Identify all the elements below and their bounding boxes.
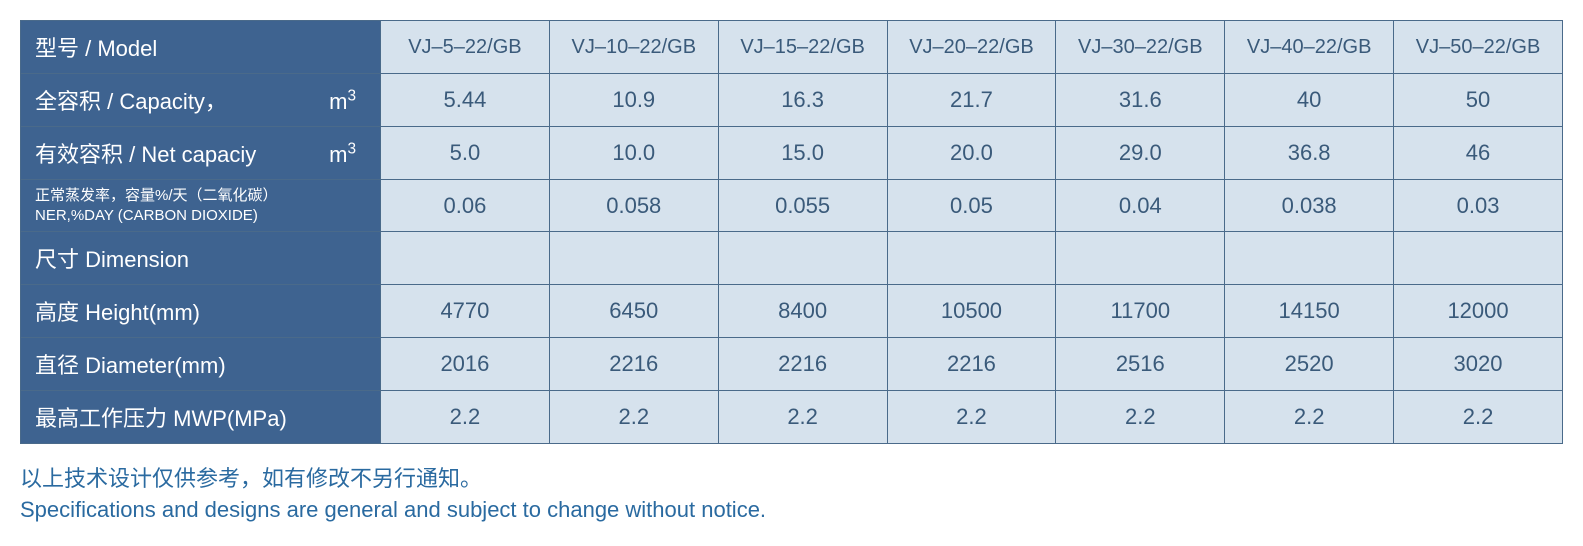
data-cell: 6450 bbox=[549, 285, 718, 338]
data-cell: 2.2 bbox=[381, 391, 550, 444]
data-cell: 11700 bbox=[1056, 285, 1225, 338]
table-row: 正常蒸发率，容量%/天（二氧化碳） NER,%DAY (CARBON DIOXI… bbox=[21, 180, 1563, 232]
data-cell bbox=[718, 232, 887, 285]
data-cell: 8400 bbox=[718, 285, 887, 338]
table-row-header: 型号 / Model VJ–5–22/GB VJ–10–22/GB VJ–15–… bbox=[21, 21, 1563, 74]
data-cell: 14150 bbox=[1225, 285, 1394, 338]
table-row: 直径 Diameter(mm) 2016 2216 2216 2216 2516… bbox=[21, 338, 1563, 391]
data-cell: 50 bbox=[1394, 74, 1563, 127]
data-cell: 36.8 bbox=[1225, 127, 1394, 180]
table-row: 尺寸 Dimension bbox=[21, 232, 1563, 285]
table-row: 最高工作压力 MWP(MPa) 2.2 2.2 2.2 2.2 2.2 2.2 … bbox=[21, 391, 1563, 444]
data-cell: 0.058 bbox=[549, 180, 718, 232]
data-cell: 29.0 bbox=[1056, 127, 1225, 180]
label-text: 有效容积 / Net capaciy bbox=[35, 137, 256, 169]
data-cell bbox=[381, 232, 550, 285]
table-row: 有效容积 / Net capaciy m3 5.0 10.0 15.0 20.0… bbox=[21, 127, 1563, 180]
data-cell: 40 bbox=[1225, 74, 1394, 127]
data-cell: 5.44 bbox=[381, 74, 550, 127]
data-cell: 31.6 bbox=[1056, 74, 1225, 127]
data-cell: 12000 bbox=[1394, 285, 1563, 338]
footnote-line2: Specifications and designs are general a… bbox=[20, 495, 1563, 526]
col-header: VJ–30–22/GB bbox=[1056, 21, 1225, 74]
data-cell: 3020 bbox=[1394, 338, 1563, 391]
data-cell: 46 bbox=[1394, 127, 1563, 180]
col-header: VJ–20–22/GB bbox=[887, 21, 1056, 74]
label-line: 正常蒸发率，容量%/天（二氧化碳） bbox=[35, 186, 366, 206]
data-cell: 20.0 bbox=[887, 127, 1056, 180]
data-cell: 2216 bbox=[887, 338, 1056, 391]
data-cell: 0.055 bbox=[718, 180, 887, 232]
spec-table: 型号 / Model VJ–5–22/GB VJ–10–22/GB VJ–15–… bbox=[20, 20, 1563, 444]
table-row: 高度 Height(mm) 4770 6450 8400 10500 11700… bbox=[21, 285, 1563, 338]
spec-table-wrapper: 型号 / Model VJ–5–22/GB VJ–10–22/GB VJ–15–… bbox=[20, 20, 1563, 526]
row-label-mwp: 最高工作压力 MWP(MPa) bbox=[21, 391, 381, 444]
label-unit: m3 bbox=[329, 89, 366, 115]
col-header: VJ–15–22/GB bbox=[718, 21, 887, 74]
row-label-capacity: 全容积 / Capacity， m3 bbox=[21, 74, 381, 127]
data-cell: 2516 bbox=[1056, 338, 1225, 391]
col-header: VJ–50–22/GB bbox=[1394, 21, 1563, 74]
label-unit: m3 bbox=[329, 142, 366, 168]
data-cell: 15.0 bbox=[718, 127, 887, 180]
data-cell: 0.05 bbox=[887, 180, 1056, 232]
data-cell: 16.3 bbox=[718, 74, 887, 127]
data-cell bbox=[1394, 232, 1563, 285]
data-cell: 21.7 bbox=[887, 74, 1056, 127]
table-row: 全容积 / Capacity， m3 5.44 10.9 16.3 21.7 3… bbox=[21, 74, 1563, 127]
col-header: VJ–10–22/GB bbox=[549, 21, 718, 74]
data-cell: 2016 bbox=[381, 338, 550, 391]
footnote-line1: 以上技术设计仅供参考，如有修改不另行通知。 bbox=[20, 464, 1563, 495]
data-cell: 2.2 bbox=[1394, 391, 1563, 444]
data-cell: 10.9 bbox=[549, 74, 718, 127]
data-cell: 10.0 bbox=[549, 127, 718, 180]
row-label-height: 高度 Height(mm) bbox=[21, 285, 381, 338]
header-label: 型号 / Model bbox=[21, 21, 381, 74]
data-cell bbox=[549, 232, 718, 285]
data-cell: 2.2 bbox=[1225, 391, 1394, 444]
data-cell: 2.2 bbox=[1056, 391, 1225, 444]
data-cell: 0.06 bbox=[381, 180, 550, 232]
data-cell: 2.2 bbox=[718, 391, 887, 444]
label-line: NER,%DAY (CARBON DIOXIDE) bbox=[35, 206, 366, 226]
data-cell: 10500 bbox=[887, 285, 1056, 338]
data-cell bbox=[1225, 232, 1394, 285]
data-cell bbox=[887, 232, 1056, 285]
row-label-diameter: 直径 Diameter(mm) bbox=[21, 338, 381, 391]
label-text: 全容积 / Capacity， bbox=[35, 84, 227, 116]
row-label-dimension: 尺寸 Dimension bbox=[21, 232, 381, 285]
data-cell: 2216 bbox=[718, 338, 887, 391]
row-label-ner: 正常蒸发率，容量%/天（二氧化碳） NER,%DAY (CARBON DIOXI… bbox=[21, 180, 381, 232]
data-cell: 2.2 bbox=[887, 391, 1056, 444]
data-cell: 5.0 bbox=[381, 127, 550, 180]
data-cell: 2.2 bbox=[549, 391, 718, 444]
row-label-net-capacity: 有效容积 / Net capaciy m3 bbox=[21, 127, 381, 180]
col-header: VJ–5–22/GB bbox=[381, 21, 550, 74]
data-cell: 0.038 bbox=[1225, 180, 1394, 232]
col-header: VJ–40–22/GB bbox=[1225, 21, 1394, 74]
data-cell bbox=[1056, 232, 1225, 285]
data-cell: 0.03 bbox=[1394, 180, 1563, 232]
data-cell: 4770 bbox=[381, 285, 550, 338]
data-cell: 2520 bbox=[1225, 338, 1394, 391]
data-cell: 0.04 bbox=[1056, 180, 1225, 232]
data-cell: 2216 bbox=[549, 338, 718, 391]
footnote: 以上技术设计仅供参考，如有修改不另行通知。 Specifications and… bbox=[20, 464, 1563, 526]
